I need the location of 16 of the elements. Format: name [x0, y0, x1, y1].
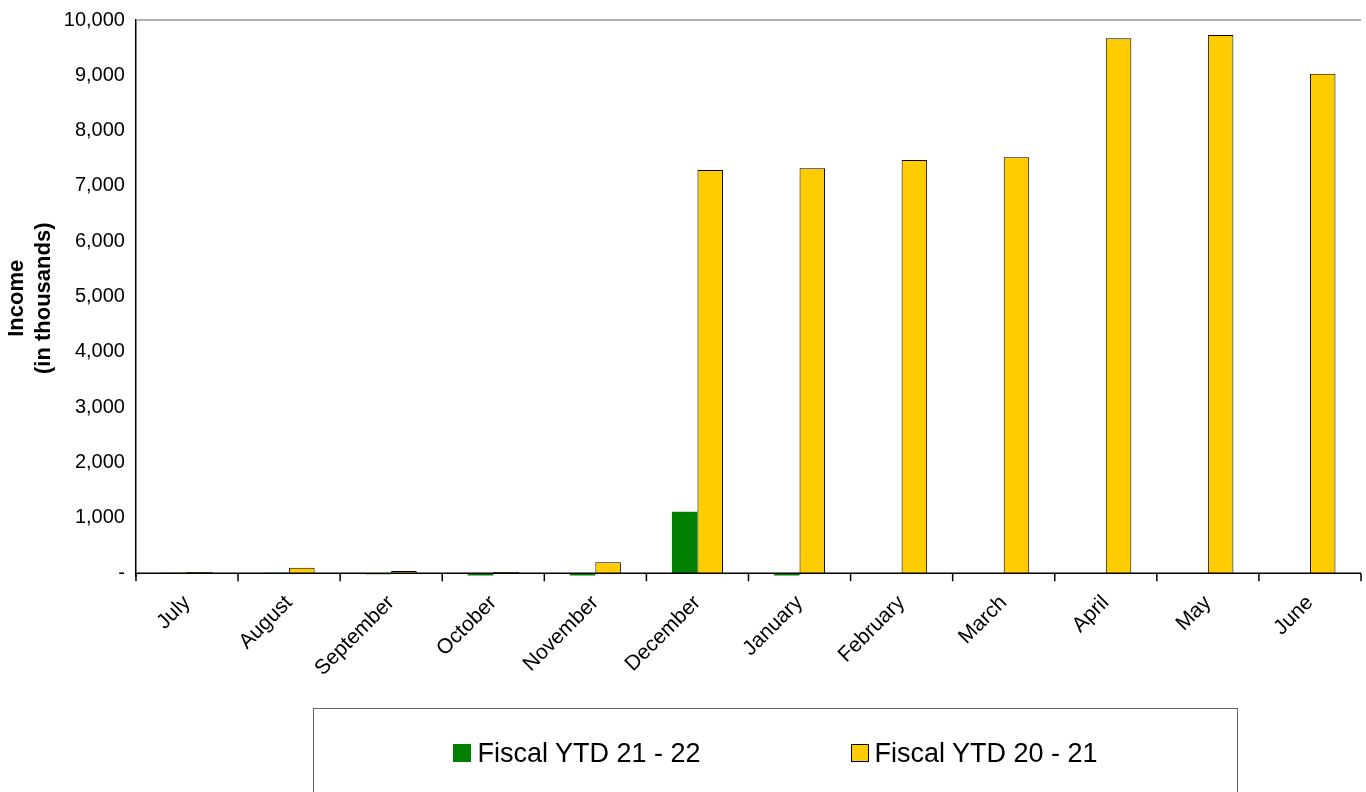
y-tick-label: 9,000: [74, 62, 125, 85]
y-tick-label: 2,000: [74, 450, 125, 473]
x-tick-label: July: [151, 589, 195, 633]
y-tick-label: 6,000: [74, 228, 125, 251]
y-tick-label: 5,000: [74, 284, 125, 307]
y-axis-title: Income (in thousands): [3, 222, 55, 375]
y-tick-label: 7,000: [74, 173, 125, 196]
y-tick-label: 3,000: [74, 394, 125, 417]
y-tick-label: 4,000: [74, 339, 125, 362]
x-tick-label: May: [1170, 589, 1216, 635]
y-tick-label: 10,000: [63, 7, 125, 30]
y-tick-label: 1,000: [74, 505, 125, 528]
y-tick-label: 8,000: [74, 118, 125, 141]
legend-label: Fiscal YTD 21 - 22: [477, 737, 701, 769]
y-tick-label: -: [118, 560, 125, 583]
legend-label: Fiscal YTD 20 - 21: [874, 737, 1098, 769]
